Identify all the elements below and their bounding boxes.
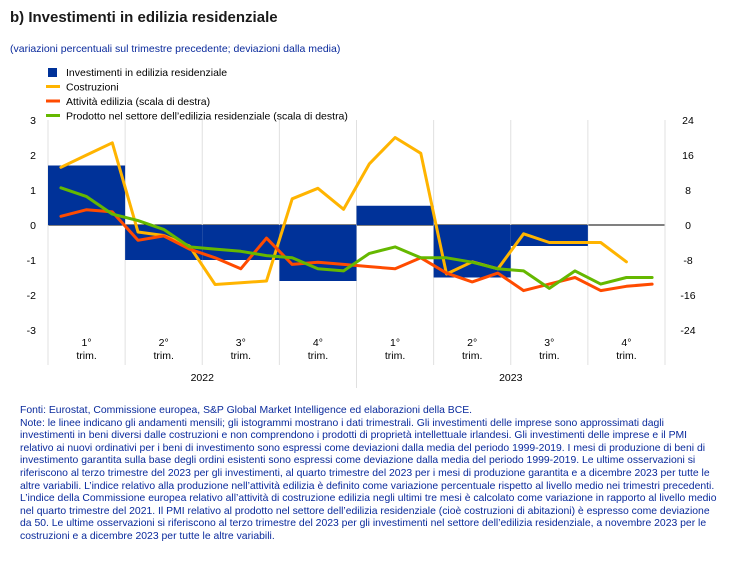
source-note: Fonti: Eurostat, Commissione europea, S&… <box>20 405 473 416</box>
right-tick-label: 0 <box>685 220 691 232</box>
quarter-label: 2° <box>467 337 477 349</box>
right-tick-label: -8 <box>683 255 692 267</box>
legend-label: Costruzioni <box>66 82 119 94</box>
left-tick-label: 1 <box>30 185 36 197</box>
year-label: 2022 <box>191 372 215 384</box>
left-tick-label: 2 <box>30 150 36 162</box>
quarter-label: 2° <box>159 337 169 349</box>
quarter-label: trim. <box>616 350 636 362</box>
chart: Investimenti in edilizia residenziale Cos… <box>27 67 696 388</box>
notes: Fonti: Eurostat, Commissione europea, S&… <box>20 405 720 544</box>
quarter-label: 4° <box>621 337 631 349</box>
quarter-label: trim. <box>462 350 482 362</box>
left-tick-label: 0 <box>30 220 36 232</box>
line-prodotto-edilizia <box>59 186 654 290</box>
right-tick-label: -16 <box>680 290 695 302</box>
right-tick-label: 8 <box>685 185 691 197</box>
quarter-label: trim. <box>76 350 96 362</box>
legend-label: Attività edilizia (scala di destra) <box>66 96 210 108</box>
bar-investimenti <box>356 205 434 225</box>
right-tick-label: -24 <box>680 325 695 337</box>
left-tick-label: -1 <box>27 255 36 267</box>
quarter-label: 3° <box>236 337 246 349</box>
bar-investimenti <box>279 225 357 281</box>
quarter-label: trim. <box>385 350 405 362</box>
legend: Investimenti in edilizia residenziale Cos… <box>46 67 348 123</box>
left-tick-label: 3 <box>30 115 36 127</box>
legend-swatch <box>48 68 57 77</box>
quarter-label: 4° <box>313 337 323 349</box>
quarter-label: 1° <box>82 337 92 349</box>
bar-investimenti <box>510 225 588 246</box>
chart-subtitle: (variazioni percentuali sul trimestre pr… <box>10 43 341 55</box>
quarter-label: trim. <box>153 350 173 362</box>
left-tick-label: -3 <box>27 325 36 337</box>
lines <box>59 136 654 293</box>
year-label: 2023 <box>499 372 523 384</box>
quarter-label: trim. <box>231 350 251 362</box>
quarter-label: 1° <box>390 337 400 349</box>
left-tick-label: -2 <box>27 290 36 302</box>
right-tick-label: 16 <box>682 150 694 162</box>
chart-title: b) Investimenti in edilizia residenziale <box>10 9 278 26</box>
legend-label: Investimenti in edilizia residenziale <box>66 67 227 79</box>
method-note: Note: le linee indicano gli andamenti me… <box>20 417 717 542</box>
quarter-label: trim. <box>539 350 559 362</box>
legend-label: Prodotto nel settore dell’edilizia resid… <box>66 111 348 123</box>
line-costruzioni <box>59 136 628 286</box>
quarter-label: 3° <box>544 337 554 349</box>
quarter-label: trim. <box>308 350 328 362</box>
right-tick-label: 24 <box>682 115 694 127</box>
x-axis-labels: 1°trim.2°trim.3°trim.4°trim.1°trim.2°tri… <box>76 337 636 384</box>
line-attivita-edilizia <box>59 208 654 293</box>
